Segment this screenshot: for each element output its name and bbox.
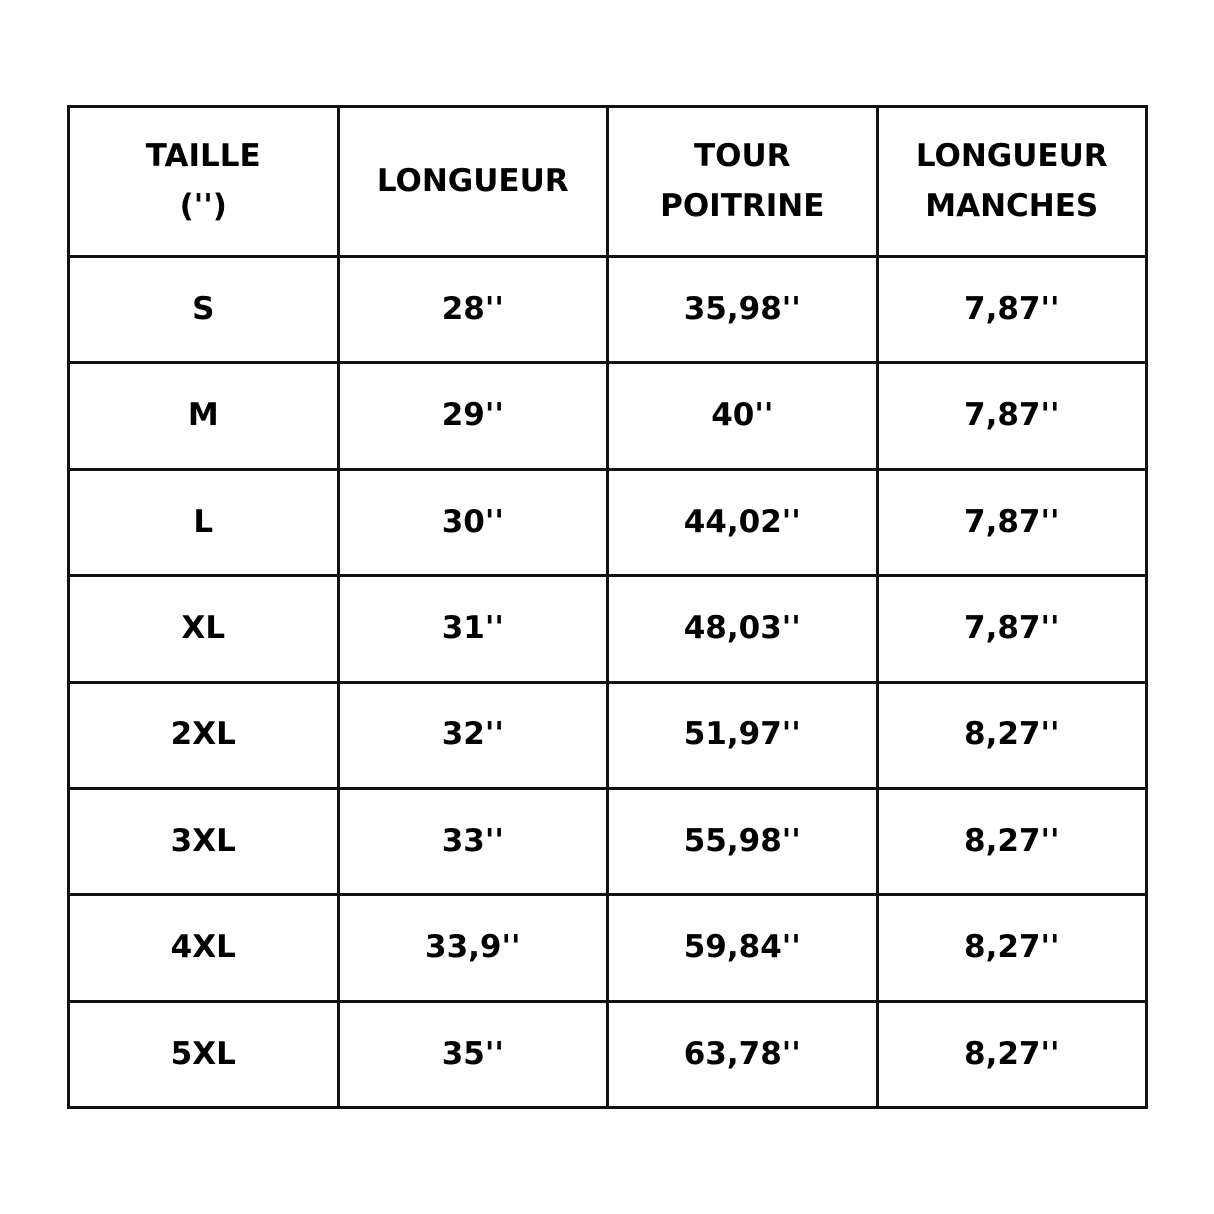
header-line: LONGUEUR bbox=[915, 137, 1108, 174]
header-line: ('') bbox=[179, 187, 227, 224]
cell-tour-poitrine: 55,98'' bbox=[606, 786, 879, 897]
cell-tour-poitrine: 40'' bbox=[606, 361, 879, 471]
header-longueur-manches: LONGUEUR MANCHES bbox=[875, 105, 1148, 258]
cell-taille: 5XL bbox=[67, 999, 340, 1110]
table-row: 4XL 33,9'' 59,84'' 8,27'' bbox=[67, 893, 1148, 1003]
cell-longueur-manches: 7,87'' bbox=[875, 574, 1148, 684]
header-line: TOUR bbox=[693, 137, 791, 174]
table-row: M 29'' 40'' 7,87'' bbox=[67, 361, 1148, 471]
cell-tour-poitrine: 63,78'' bbox=[606, 999, 879, 1110]
cell-longueur: 28'' bbox=[336, 254, 609, 365]
cell-longueur-manches: 8,27'' bbox=[875, 680, 1148, 790]
cell-tour-poitrine: 59,84'' bbox=[606, 893, 879, 1003]
cell-longueur: 33,9'' bbox=[336, 893, 609, 1003]
cell-taille: L bbox=[67, 467, 340, 578]
cell-taille: 2XL bbox=[67, 680, 340, 790]
header-line: TAILLE bbox=[145, 137, 261, 174]
header-line: LONGUEUR bbox=[376, 162, 569, 199]
cell-longueur: 29'' bbox=[336, 361, 609, 471]
cell-longueur-manches: 8,27'' bbox=[875, 893, 1148, 1003]
header-longueur: LONGUEUR bbox=[336, 105, 609, 258]
header-tour-poitrine: TOUR POITRINE bbox=[606, 105, 879, 258]
header-row: TAILLE ('') LONGUEUR TOUR POITRINE LONGUEUR MA… bbox=[67, 105, 1148, 258]
cell-longueur: 35'' bbox=[336, 999, 609, 1110]
cell-longueur: 32'' bbox=[336, 680, 609, 790]
table-row: 2XL 32'' 51,97'' 8,27'' bbox=[67, 680, 1148, 790]
table-row: S 28'' 35,98'' 7,87'' bbox=[67, 254, 1148, 365]
cell-longueur: 31'' bbox=[336, 574, 609, 684]
cell-tour-poitrine: 44,02'' bbox=[606, 467, 879, 578]
table-body: S 28'' 35,98'' 7,87'' M 29'' 40'' 7,87'' L 30'' 44… bbox=[67, 254, 1148, 1110]
cell-tour-poitrine: 35,98'' bbox=[606, 254, 879, 365]
cell-taille: S bbox=[67, 254, 340, 365]
cell-tour-poitrine: 51,97'' bbox=[606, 680, 879, 790]
cell-longueur-manches: 7,87'' bbox=[875, 361, 1148, 471]
cell-longueur: 30'' bbox=[336, 467, 609, 578]
cell-longueur-manches: 7,87'' bbox=[875, 254, 1148, 365]
cell-longueur-manches: 8,27'' bbox=[875, 786, 1148, 897]
table-row: 3XL 33'' 55,98'' 8,27'' bbox=[67, 786, 1148, 897]
cell-longueur: 33'' bbox=[336, 786, 609, 897]
header-line: POITRINE bbox=[660, 187, 825, 224]
cell-taille: 4XL bbox=[67, 893, 340, 1003]
table-row: XL 31'' 48,03'' 7,87'' bbox=[67, 574, 1148, 684]
header-taille: TAILLE ('') bbox=[67, 105, 340, 258]
cell-taille: M bbox=[67, 361, 340, 471]
cell-taille: XL bbox=[67, 574, 340, 684]
size-chart-table: TAILLE ('') LONGUEUR TOUR POITRINE LONGUEUR MA… bbox=[67, 105, 1148, 1110]
cell-longueur-manches: 8,27'' bbox=[875, 999, 1148, 1110]
cell-taille: 3XL bbox=[67, 786, 340, 897]
table-row: 5XL 35'' 63,78'' 8,27'' bbox=[67, 999, 1148, 1110]
table-row: L 30'' 44,02'' 7,87'' bbox=[67, 467, 1148, 578]
cell-tour-poitrine: 48,03'' bbox=[606, 574, 879, 684]
cell-longueur-manches: 7,87'' bbox=[875, 467, 1148, 578]
header-line: MANCHES bbox=[925, 187, 1099, 224]
